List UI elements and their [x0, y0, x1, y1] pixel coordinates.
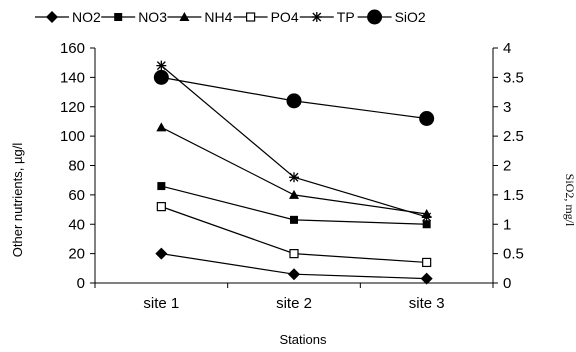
- legend: NO2 NO3 NH4 PO4 TP SiO2: [35, 9, 426, 25]
- plot-area: [153, 60, 435, 285]
- y-axis-right-title: SiO2, mg/l: [563, 174, 576, 227]
- y-right-tick-label: 0: [503, 275, 511, 292]
- legend-item-no3: NO3: [101, 9, 167, 25]
- data-point-no2: [420, 272, 433, 285]
- y-right-tick-label: 2.5: [503, 128, 524, 145]
- y-left-tick-label: 100: [60, 128, 85, 145]
- data-point-no3: [157, 182, 166, 191]
- y-right-tick-label: 4: [503, 40, 511, 57]
- y-right-tick-label: 3.5: [503, 69, 524, 86]
- data-point-no3: [290, 215, 298, 224]
- y-left-tick-label: 120: [60, 99, 85, 116]
- data-point-no3: [422, 220, 431, 229]
- legend-item-no2: NO2: [35, 9, 101, 25]
- legend-label: TP: [337, 9, 355, 25]
- data-point-tp: [421, 211, 432, 222]
- legend-marker-no3: [114, 13, 123, 21]
- y-left-tick-label: 40: [68, 216, 85, 233]
- y-left-tick-label: 60: [68, 187, 85, 204]
- legend-label: NO3: [138, 9, 167, 25]
- legend-label: PO4: [271, 9, 299, 25]
- data-point-sio2: [419, 111, 435, 126]
- x-tick-label: site 3: [409, 295, 445, 312]
- y-left-tick-label: 20: [68, 246, 85, 263]
- y-left-tick-label: 140: [60, 69, 85, 86]
- data-point-tp: [156, 60, 167, 71]
- data-point-no2: [288, 268, 300, 281]
- y-right-tick-label: 1.5: [503, 187, 524, 204]
- data-point-nh4: [156, 122, 167, 132]
- data-point-tp: [289, 172, 299, 183]
- legend-marker-tp: [311, 12, 322, 22]
- x-axis-title: Stations: [280, 332, 327, 347]
- y-right-tick-label: 2: [503, 158, 511, 175]
- data-point-sio2: [286, 93, 302, 109]
- legend-marker-sio2: [367, 9, 383, 25]
- legend-item-sio2: SiO2: [357, 9, 426, 25]
- data-point-nh4: [289, 189, 299, 199]
- y-axis-left-title: Other nutrients, µg/l: [10, 143, 25, 258]
- y-left-tick-label: 0: [77, 275, 85, 292]
- x-tick-label: site 2: [276, 295, 312, 312]
- x-tick-label: site 1: [143, 295, 179, 312]
- y-left-tick-label: 160: [60, 40, 85, 57]
- y-right-tick-label: 1: [503, 216, 511, 233]
- legend-marker-no2: [46, 11, 58, 23]
- data-point-po4: [289, 249, 299, 259]
- legend-item-nh4: NH4: [167, 9, 233, 25]
- legend-marker-nh4: [179, 12, 190, 21]
- series-line-nh4: [161, 126, 427, 215]
- data-point-no2: [155, 247, 168, 260]
- legend-item-po4: PO4: [233, 9, 299, 25]
- y-right-tick-label: 3: [503, 99, 511, 116]
- y-left-tick-label: 80: [68, 158, 85, 175]
- data-point-po4: [422, 257, 432, 268]
- legend-label: NH4: [204, 9, 232, 25]
- legend-item-tp: TP: [299, 9, 355, 25]
- legend-label: NO2: [72, 9, 101, 25]
- data-point-po4: [156, 202, 166, 212]
- legend-label: SiO2: [395, 9, 426, 25]
- data-point-sio2: [153, 69, 169, 85]
- legend-marker-po4: [246, 12, 256, 22]
- y-right-tick-label: 0.5: [503, 246, 524, 263]
